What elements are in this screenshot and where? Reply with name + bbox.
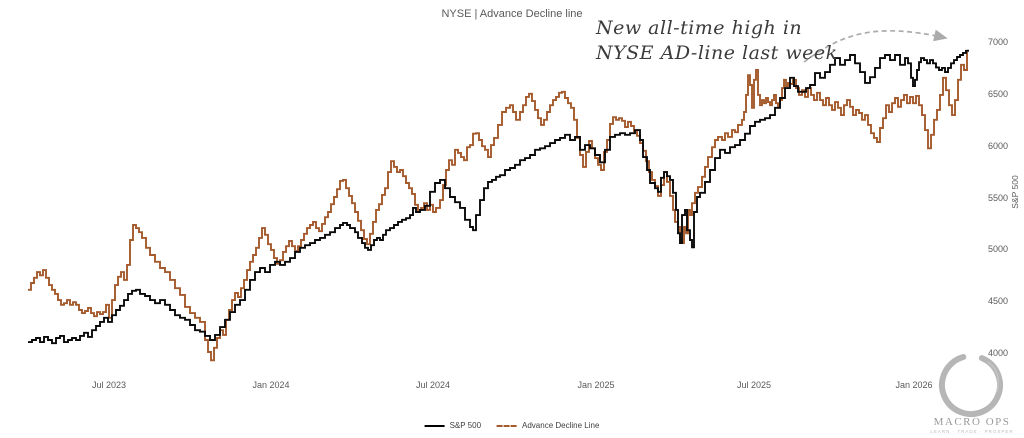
macro-ops-tagline: LEARN · TRADE · PROSPER [930,429,1014,434]
y-tick-label: 4500 [987,296,1008,307]
y-axis-title: S&P 500 [1010,175,1020,209]
x-tick-label: Jan 2025 [577,380,615,390]
macro-ops-logo-text: MACRO OPS [933,416,1011,428]
legend-label-sp500: S&P 500 [449,421,482,430]
x-tick-label: Jan 2026 [895,380,933,390]
y-tick-label: 6000 [987,140,1008,151]
advance-decline-line [28,51,968,362]
y-tick-label: 6500 [987,88,1008,99]
macro-ops-logo-icon [939,353,1003,418]
chart-title: NYSE | Advance Decline line [441,8,583,20]
annotation-line-2: NYSE AD-line last week [596,42,838,64]
y-tick-label: 4000 [987,348,1008,358]
sp500-line-swatch-icon [424,424,445,427]
y-tick-label: 7000 [987,37,1008,47]
annotation-line-1: New all-time high in [596,17,803,39]
legend-label-ad-line: Advance Decline Line [522,421,600,430]
x-tick-label: Jan 2024 [252,380,290,390]
x-tick-label: Jul 2025 [736,380,772,390]
legend: S&P 500 Advance Decline Line [424,421,599,430]
legend-item-sp500: S&P 500 [424,421,482,430]
x-tick-label: Jul 2024 [415,380,451,390]
ad-line-swatch-icon [497,424,518,427]
y-tick-label: 5500 [987,192,1008,203]
legend-item-ad-line: Advance Decline Line [497,421,599,430]
x-tick-label: Jul 2023 [91,380,127,390]
y-tick-label: 5000 [987,244,1008,255]
annotation-text: New all-time high in NYSE AD-line last w… [596,16,856,66]
sp500-line [28,49,969,345]
